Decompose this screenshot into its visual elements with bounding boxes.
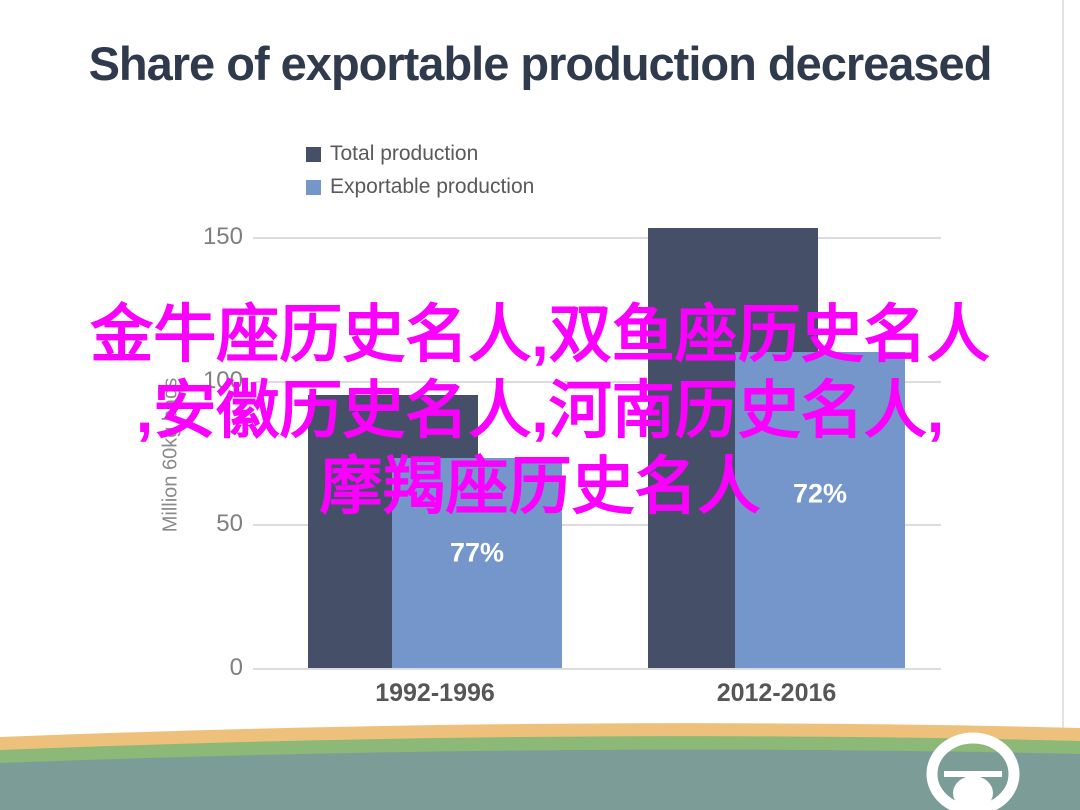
value-label-1992-1996: 77%: [449, 537, 505, 568]
legend-item-exportable: Exportable production: [306, 175, 534, 199]
bar-exportable-2012-2016: [735, 352, 905, 668]
logo-icon: [926, 732, 1020, 810]
chart-title: Share of exportable production decreased: [88, 37, 993, 90]
footer-band-teal: [0, 749, 1080, 810]
legend-label-exportable: Exportable production: [330, 175, 535, 198]
watermark-line-3: 摩羯座历史名人: [319, 452, 761, 522]
y-tick-100: 100: [202, 367, 243, 394]
value-label-2012-2016: 72%: [792, 478, 848, 509]
y-tick-0: 0: [229, 654, 243, 681]
legend-item-total: Total production: [306, 142, 534, 166]
gridline-0: [253, 668, 941, 670]
footer-wave: [0, 723, 1080, 810]
legend-swatch-exportable: [306, 179, 321, 195]
legend: Total production Exportable production: [306, 142, 534, 208]
gridline-150: [253, 237, 941, 239]
x-category-1992-1996: 1992-1996: [375, 679, 495, 707]
x-category-2012-2016: 2012-2016: [716, 679, 837, 707]
bar-exportable-1992-1996: [392, 458, 562, 668]
gridline-100: [253, 381, 941, 383]
gridline-50: [253, 524, 941, 526]
y-tick-50: 50: [216, 510, 243, 537]
watermark-line-1: 金牛座历史名人,双鱼座历史名人: [90, 300, 990, 370]
legend-label-total: Total production: [330, 142, 479, 165]
watermark-overlay: 金牛座历史名人,双鱼座历史名人 ,安徽历史名人,河南历史名人, 摩羯座历史名人: [0, 297, 1080, 525]
y-tick-150: 150: [202, 223, 243, 250]
legend-swatch-total: [306, 146, 321, 162]
frame-edge-divider: [1062, 0, 1064, 810]
watermark-line-2: ,安徽历史名人,河南历史名人,: [135, 376, 945, 446]
